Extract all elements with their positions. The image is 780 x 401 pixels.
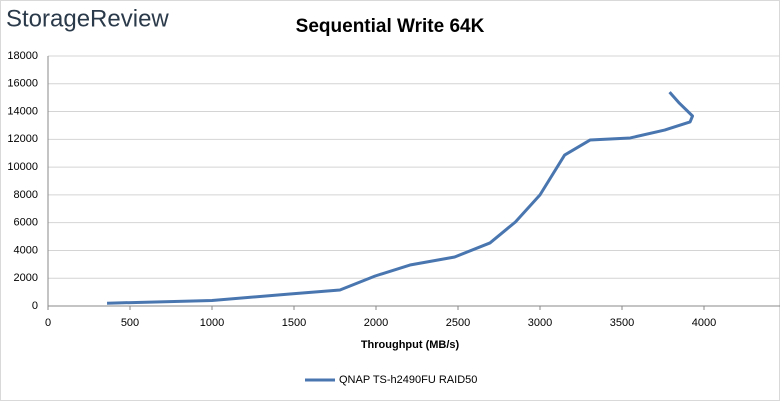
y-tick-label: 4000 bbox=[14, 244, 38, 256]
y-tick-label: 18000 bbox=[7, 50, 38, 62]
x-tick-label: 1000 bbox=[200, 317, 224, 329]
y-tick-label: 0 bbox=[32, 300, 38, 312]
y-tick-label: 2000 bbox=[14, 272, 38, 284]
y-tick-label: 10000 bbox=[7, 161, 38, 173]
x-tick-label: 500 bbox=[121, 317, 139, 329]
x-tick-label: 3000 bbox=[528, 317, 552, 329]
data-line bbox=[107, 91, 695, 305]
logo: StorageReview bbox=[6, 5, 169, 32]
y-tick-label: 8000 bbox=[14, 189, 38, 201]
legend-label: QNAP TS-h2490FU RAID50 bbox=[339, 374, 477, 386]
x-tick-label: 3500 bbox=[610, 317, 634, 329]
chart-title: Sequential Write 64K bbox=[296, 16, 485, 37]
x-tick-label: 0 bbox=[45, 317, 51, 329]
y-tick-label: 14000 bbox=[7, 105, 38, 117]
x-axis-label: Throughput (MB/s) bbox=[361, 339, 460, 351]
x-tick-label: 1500 bbox=[282, 317, 306, 329]
y-tick-label: 16000 bbox=[7, 78, 38, 90]
x-tick-label: 2000 bbox=[364, 317, 388, 329]
y-tick-label: 6000 bbox=[14, 217, 38, 229]
y-tick-label: 12000 bbox=[7, 133, 38, 145]
x-tick-label: 2500 bbox=[446, 317, 470, 329]
x-tick-label: 4000 bbox=[692, 317, 716, 329]
